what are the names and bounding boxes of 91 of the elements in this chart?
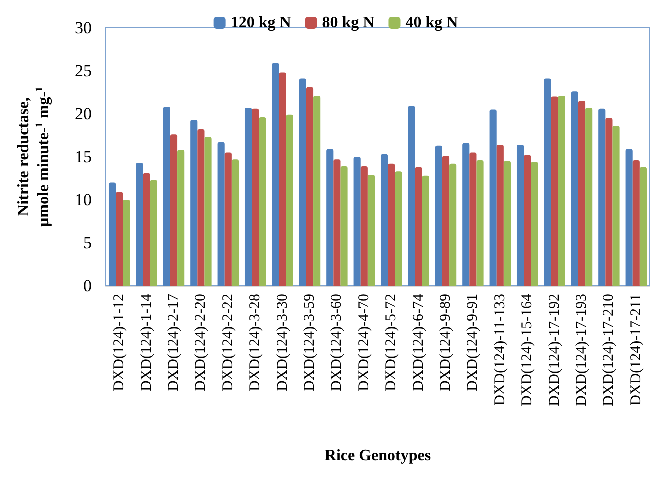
bar	[326, 149, 334, 286]
bar	[108, 182, 116, 286]
legend-label: 120 kg N	[230, 14, 292, 32]
bar	[551, 96, 558, 286]
y-tick-label: 5	[84, 234, 92, 252]
bar	[136, 163, 144, 286]
y-tick-label: 15	[75, 148, 92, 166]
bar	[190, 120, 198, 286]
x-tick-label: DXD(124)-2-22	[220, 294, 236, 392]
x-tick-label: DXD(124)-17-211	[628, 294, 644, 406]
x-tick-label: DXD(124)-11-133	[492, 294, 508, 406]
x-tick-label: DXD(124)-3-59	[302, 294, 318, 392]
bar	[279, 72, 286, 286]
x-tick-label: DXD(124)-2-17	[166, 294, 182, 392]
bar	[170, 134, 178, 286]
bar	[571, 92, 578, 286]
bar	[408, 106, 416, 286]
x-tick-label: DXD(124)-3-60	[329, 294, 346, 392]
bar	[450, 164, 457, 286]
legend-label: 80 kg N	[322, 14, 376, 32]
bar	[578, 101, 586, 286]
bar	[198, 129, 205, 286]
bar	[626, 149, 633, 286]
bar	[395, 172, 402, 286]
bar	[388, 164, 396, 286]
x-tick-label: DXD(124)-5-72	[384, 294, 400, 392]
bar	[204, 137, 212, 286]
y-tick-label: 25	[75, 62, 92, 80]
bar	[612, 126, 620, 286]
bar	[490, 110, 497, 286]
x-tick-label: DXD(124)-17-192	[546, 294, 563, 406]
bar	[299, 78, 306, 286]
bar	[462, 143, 470, 286]
bar	[163, 107, 170, 286]
bar	[640, 167, 648, 286]
bar	[244, 108, 252, 286]
x-tick-label: DXD(124)-15-164	[520, 294, 536, 406]
x-tick-label: DXD(124)-9-91	[465, 294, 482, 392]
y-tick-label: 30	[75, 18, 92, 38]
x-tick-label: DXD(124)-3-28	[248, 294, 264, 392]
x-tick-label: DXD(124)-2-20	[193, 294, 210, 392]
bar	[558, 96, 566, 286]
bar	[116, 192, 124, 286]
bar	[598, 108, 606, 286]
x-tick-label: DXD(124)-17-193	[574, 294, 590, 406]
bar	[531, 162, 538, 286]
x-tick-label: DXD(124)-3-30	[274, 294, 291, 392]
bar	[224, 152, 232, 286]
x-tick-label: DXD(124)-9-89	[438, 294, 454, 392]
bar	[232, 160, 240, 286]
bar	[306, 87, 314, 286]
bar	[606, 118, 613, 286]
bar	[380, 154, 388, 286]
bar	[259, 117, 266, 286]
bar	[252, 108, 260, 286]
bar	[422, 176, 430, 286]
bar	[496, 144, 504, 286]
x-tick-label: DXD(124)-6-74	[410, 294, 427, 392]
bar	[415, 167, 422, 286]
bar	[354, 157, 361, 286]
y-tick-label: 0	[84, 276, 92, 296]
bar	[178, 150, 185, 286]
bar	[516, 144, 524, 286]
bar	[632, 160, 640, 286]
bar	[340, 166, 348, 286]
x-tick-label: DXD(124)-1-12	[112, 294, 128, 392]
bar	[476, 160, 484, 286]
bar	[143, 173, 150, 286]
bar	[334, 160, 341, 286]
bar	[150, 180, 158, 286]
bar	[314, 96, 321, 286]
bar	[442, 156, 450, 286]
y-tick-label: 10	[75, 190, 92, 210]
bar	[544, 78, 552, 286]
bar	[586, 108, 593, 286]
bar	[286, 114, 294, 286]
bar	[504, 161, 512, 286]
bar	[218, 142, 225, 286]
x-tick-label: DXD(124)-4-70	[356, 294, 372, 392]
legend-label: 40 kg N	[406, 14, 459, 32]
bar	[470, 152, 477, 286]
y-tick-label: 20	[75, 104, 92, 124]
bar	[524, 155, 532, 286]
bar	[360, 166, 368, 286]
x-tick-label: DXD(124)-1-14	[138, 294, 155, 392]
x-axis-title: Rice Genotypes	[324, 448, 432, 464]
bar	[368, 175, 376, 286]
bar	[272, 63, 280, 286]
bar	[123, 200, 130, 286]
bar	[435, 146, 442, 286]
x-tick-label: DXD(124)-17-210	[601, 294, 618, 406]
